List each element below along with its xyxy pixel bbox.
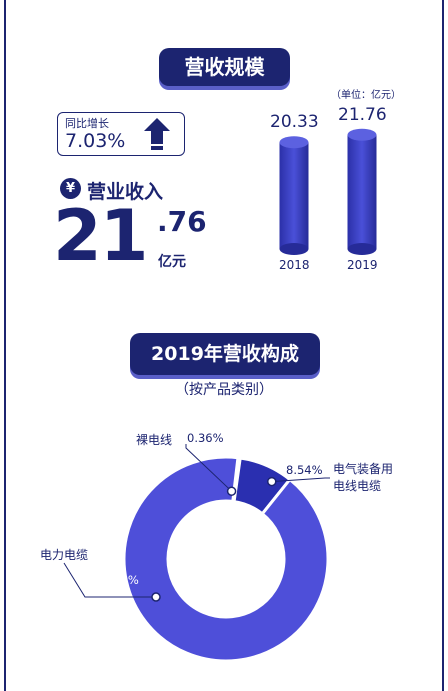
section-title-revenue-scale: 营收规模: [159, 48, 290, 86]
leader-line-power-cable: [63, 562, 156, 598]
up-arrow-icon: [144, 118, 170, 150]
unit-note: （单位：亿元）: [331, 90, 401, 101]
slice-name-power-cable: 电力电缆: [40, 548, 89, 562]
slice-pct-bare-wire: 0.36%: [187, 431, 224, 445]
growth-box: 同比增长 7.03%: [57, 112, 185, 156]
revenue-decimal: .76: [157, 205, 207, 238]
slice-power-cable: [122, 455, 330, 663]
slice-pct-power-cable: 91.11%: [95, 573, 139, 587]
composition-subtitle: （按产品类别）: [175, 382, 273, 398]
bar-2018: [279, 136, 309, 255]
revenue-label: 营业收入: [87, 181, 164, 203]
bar-year-label-2019: 2019: [347, 258, 378, 272]
growth-value: 7.03%: [65, 130, 126, 152]
bar-value-label-2019: 21.76: [338, 104, 387, 125]
leader-dot-bare-wire: [226, 486, 237, 496]
bar-year-label-2018: 2018: [279, 258, 310, 272]
revenue-unit: 亿元: [158, 254, 186, 270]
leader-line-equipment-cable: [271, 477, 330, 483]
section-title-revenue-composition: 2019年营收构成: [130, 333, 320, 375]
page-frame: [4, 0, 444, 691]
slice-name-equipment-cable: 电气装备用电线电缆: [333, 462, 394, 493]
bar-value-label-2018: 20.33: [270, 112, 319, 133]
leader-dot-equipment-cable: [267, 476, 277, 487]
growth-label: 同比增长: [65, 117, 109, 130]
bar-2019: [347, 128, 377, 255]
slice-pct-equipment-cable: 8.54%: [286, 463, 323, 477]
revenue-integer: 21: [53, 195, 148, 277]
leader-line-bare-wire: [185, 444, 232, 492]
leader-dot-power-cable: [151, 592, 161, 602]
yen-icon: ¥: [60, 178, 81, 199]
slice-name-bare-wire: 裸电线: [136, 433, 173, 447]
